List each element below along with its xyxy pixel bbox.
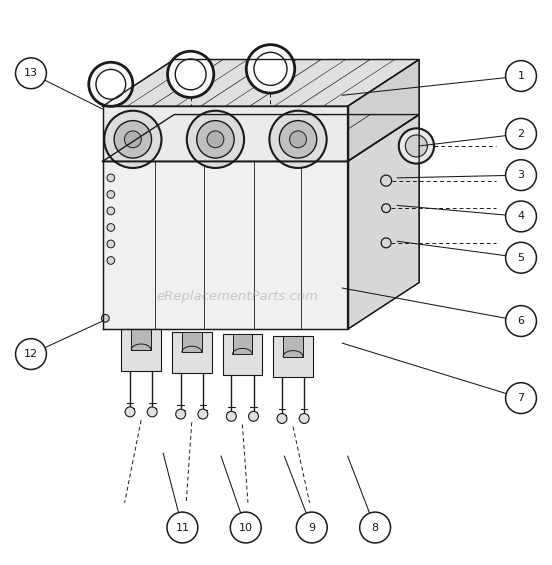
Circle shape bbox=[167, 512, 198, 543]
Circle shape bbox=[107, 207, 115, 215]
Polygon shape bbox=[103, 106, 348, 162]
Circle shape bbox=[506, 306, 537, 337]
Circle shape bbox=[506, 201, 537, 232]
Circle shape bbox=[167, 51, 214, 98]
Circle shape bbox=[405, 135, 427, 157]
Circle shape bbox=[15, 338, 46, 370]
Circle shape bbox=[175, 59, 206, 90]
Circle shape bbox=[89, 62, 133, 106]
Circle shape bbox=[269, 111, 327, 168]
Circle shape bbox=[360, 512, 390, 543]
Circle shape bbox=[506, 160, 537, 190]
Circle shape bbox=[381, 175, 391, 186]
Polygon shape bbox=[348, 59, 419, 162]
Polygon shape bbox=[103, 162, 348, 329]
Polygon shape bbox=[103, 59, 419, 106]
Circle shape bbox=[15, 58, 46, 89]
Polygon shape bbox=[283, 336, 303, 357]
Text: 11: 11 bbox=[176, 523, 189, 533]
Circle shape bbox=[230, 512, 261, 543]
Circle shape bbox=[506, 383, 537, 414]
Circle shape bbox=[299, 414, 309, 423]
Circle shape bbox=[198, 409, 208, 419]
Polygon shape bbox=[232, 334, 252, 354]
Text: 6: 6 bbox=[518, 316, 524, 326]
Circle shape bbox=[226, 411, 236, 421]
Polygon shape bbox=[172, 332, 211, 373]
Text: 3: 3 bbox=[518, 170, 524, 180]
Polygon shape bbox=[222, 334, 262, 375]
Circle shape bbox=[207, 131, 224, 148]
Circle shape bbox=[96, 69, 126, 99]
Circle shape bbox=[381, 238, 391, 248]
Circle shape bbox=[246, 45, 295, 93]
Text: 5: 5 bbox=[518, 253, 524, 263]
Text: 10: 10 bbox=[238, 523, 253, 533]
Polygon shape bbox=[131, 329, 151, 350]
Circle shape bbox=[254, 53, 287, 85]
Text: 7: 7 bbox=[517, 393, 524, 403]
Circle shape bbox=[290, 131, 306, 148]
Circle shape bbox=[176, 409, 185, 419]
Circle shape bbox=[107, 240, 115, 248]
Polygon shape bbox=[273, 336, 313, 377]
Circle shape bbox=[187, 111, 244, 168]
Circle shape bbox=[104, 111, 162, 168]
Circle shape bbox=[277, 414, 287, 423]
Polygon shape bbox=[121, 329, 161, 371]
Circle shape bbox=[107, 190, 115, 198]
Circle shape bbox=[107, 174, 115, 182]
Circle shape bbox=[248, 411, 258, 421]
Circle shape bbox=[197, 120, 234, 158]
Text: 2: 2 bbox=[517, 129, 524, 139]
Circle shape bbox=[506, 60, 537, 92]
Circle shape bbox=[506, 119, 537, 149]
Polygon shape bbox=[103, 115, 419, 162]
Circle shape bbox=[296, 512, 327, 543]
Circle shape bbox=[124, 131, 141, 148]
Text: 8: 8 bbox=[371, 523, 379, 533]
Circle shape bbox=[147, 407, 157, 417]
Circle shape bbox=[399, 128, 434, 164]
Text: 13: 13 bbox=[24, 68, 38, 79]
Polygon shape bbox=[182, 332, 201, 352]
Circle shape bbox=[506, 242, 537, 273]
Text: 4: 4 bbox=[517, 211, 524, 221]
Text: 9: 9 bbox=[308, 523, 315, 533]
Text: 1: 1 bbox=[518, 71, 524, 81]
Polygon shape bbox=[348, 115, 419, 329]
Circle shape bbox=[114, 120, 152, 158]
Circle shape bbox=[279, 120, 317, 158]
Circle shape bbox=[125, 407, 135, 417]
Circle shape bbox=[107, 257, 115, 264]
Circle shape bbox=[102, 315, 109, 322]
Text: 12: 12 bbox=[24, 349, 38, 359]
Circle shape bbox=[382, 204, 390, 212]
Circle shape bbox=[107, 224, 115, 231]
Text: eReplacementParts.com: eReplacementParts.com bbox=[157, 290, 319, 303]
